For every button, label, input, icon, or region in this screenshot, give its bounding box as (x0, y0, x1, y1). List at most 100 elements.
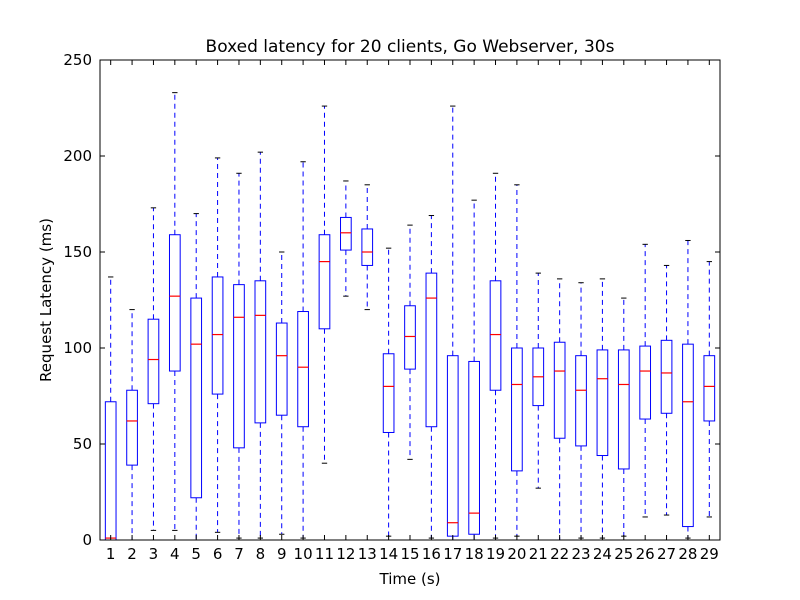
box-12 (340, 180, 352, 297)
box-4 (168, 92, 181, 531)
y-tick-label: 0 (82, 531, 92, 549)
iqr-box (382, 353, 395, 433)
x-tick-label: 6 (213, 545, 223, 563)
iqr-box (511, 347, 523, 472)
iqr-box (126, 389, 138, 466)
x-tick-label: 9 (277, 545, 287, 563)
y-tick-label: 100 (63, 339, 92, 357)
x-tick-label: 28 (678, 545, 697, 563)
iqr-box (468, 360, 480, 535)
x-tick-label: 20 (507, 545, 526, 563)
y-tick-label: 150 (63, 243, 92, 261)
iqr-box (575, 355, 587, 447)
x-tick-label: 5 (191, 545, 201, 563)
y-tick-label: 50 (73, 435, 92, 453)
plot-area (104, 92, 716, 541)
x-tick-label: 17 (443, 545, 462, 563)
box-14 (382, 247, 395, 537)
box-23 (575, 282, 587, 539)
iqr-box (617, 349, 630, 470)
iqr-box (318, 234, 331, 330)
x-tick-label: 15 (400, 545, 419, 563)
iqr-box (168, 234, 181, 372)
iqr-box (211, 276, 224, 395)
chart-title: Boxed latency for 20 clients, Go Webserv… (206, 37, 615, 57)
iqr-box (190, 297, 203, 499)
box-8 (254, 151, 267, 539)
box-2 (126, 309, 138, 541)
box-28 (682, 239, 694, 539)
x-tick-label: 8 (256, 545, 266, 563)
iqr-box (361, 228, 374, 266)
x-tick-label: 21 (529, 545, 548, 563)
box-9 (275, 251, 288, 535)
iqr-box (446, 355, 459, 537)
box-3 (147, 207, 160, 531)
y-axis-label: Request Latency (ms) (37, 218, 55, 382)
box-15 (404, 224, 416, 460)
x-tick-label: 4 (170, 545, 180, 563)
box-18 (468, 199, 480, 541)
x-tick-label: 12 (336, 545, 355, 563)
box-27 (660, 264, 673, 516)
x-tick-label: 24 (593, 545, 612, 563)
x-tick-label: 13 (358, 545, 377, 563)
box-11 (318, 105, 331, 464)
box-17 (446, 105, 459, 541)
box-20 (511, 184, 523, 537)
iqr-box (275, 322, 288, 416)
x-tick-label: 19 (486, 545, 505, 563)
box-10 (297, 161, 309, 539)
x-tick-label: 7 (234, 545, 244, 563)
x-tick-label: 26 (636, 545, 655, 563)
x-tick-label: 2 (127, 545, 137, 563)
iqr-box (233, 284, 245, 449)
y-tick-label: 200 (63, 147, 92, 165)
iqr-box (297, 311, 309, 428)
x-tick-label: 25 (614, 545, 633, 563)
box-1 (104, 276, 117, 541)
box-29 (703, 261, 716, 518)
iqr-box (639, 345, 652, 420)
iqr-box (553, 341, 566, 439)
box-19 (489, 172, 502, 539)
iqr-box (147, 318, 160, 405)
box-13 (361, 184, 374, 311)
box-24 (596, 278, 609, 539)
x-tick-label: 29 (700, 545, 719, 563)
x-tick-label: 27 (657, 545, 676, 563)
iqr-box (489, 280, 502, 391)
x-tick-label: 23 (571, 545, 590, 563)
iqr-box (703, 355, 716, 422)
y-tick-label: 250 (63, 51, 92, 69)
iqr-box (404, 305, 416, 370)
iqr-box (104, 401, 117, 541)
x-axis-label: Time (s) (379, 570, 441, 588)
box-5 (190, 213, 203, 541)
plot-frame (99, 59, 721, 541)
x-axis: 1 2 3 4 5 6 7 8 9 10 11 12 13 14 15 16 17 18 19 20 21 22 23 24 2… (106, 60, 719, 563)
y-axis: 0 50 100 150 200 250 (63, 51, 720, 549)
box-7 (233, 172, 245, 539)
x-tick-label: 3 (149, 545, 159, 563)
iqr-box (425, 272, 438, 428)
iqr-box (254, 280, 267, 424)
x-tick-label: 1 (106, 545, 116, 563)
x-tick-label: 22 (550, 545, 569, 563)
iqr-box (340, 216, 352, 251)
box-25 (617, 297, 630, 537)
iqr-box (682, 343, 694, 528)
box-21 (532, 272, 545, 489)
x-tick-label: 16 (422, 545, 441, 563)
box-16 (425, 215, 438, 539)
x-tick-label: 18 (465, 545, 484, 563)
box-22 (553, 278, 566, 541)
x-tick-label: 14 (379, 545, 398, 563)
iqr-box (596, 349, 609, 457)
box-26 (639, 243, 652, 518)
x-tick-label: 11 (315, 545, 334, 563)
iqr-box (660, 339, 673, 414)
box-6 (211, 157, 224, 533)
x-tick-label: 10 (294, 545, 313, 563)
